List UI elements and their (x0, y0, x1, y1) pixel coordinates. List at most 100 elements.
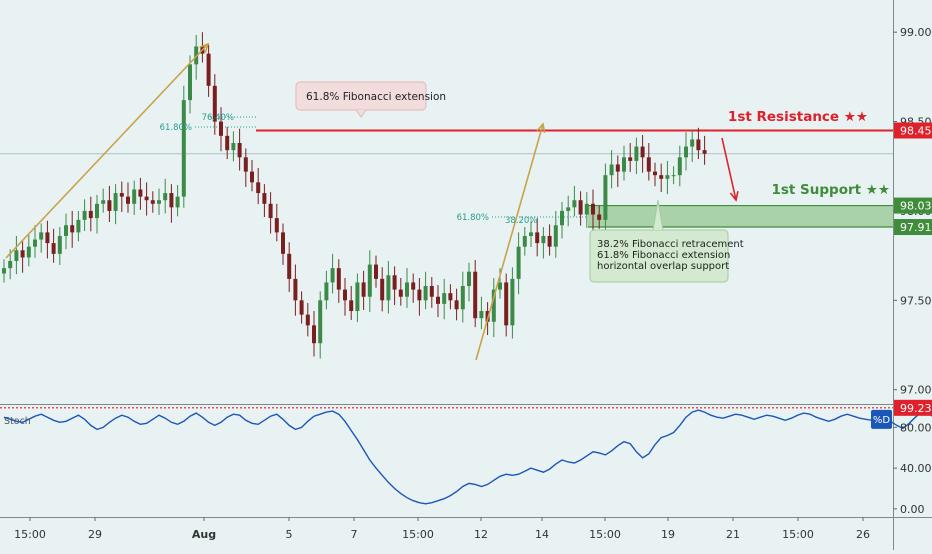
stoch-tick-label: 40.00 (900, 462, 932, 475)
support-note-pointer (652, 199, 664, 231)
candle-body (659, 175, 664, 179)
candle-body (361, 282, 366, 297)
candle-body (665, 175, 670, 179)
candle-body (467, 271, 471, 287)
stoch-tick-label: 0.00 (900, 503, 925, 516)
candle-body (243, 157, 248, 172)
candle-body (696, 139, 701, 151)
time-tick-label: 26 (856, 528, 870, 541)
candle-body (281, 232, 285, 254)
candle-body (640, 146, 645, 158)
time-tick-label: 5 (286, 528, 293, 541)
candle-body (597, 214, 602, 220)
support-note-line: 61.8% Fibonacci extension (597, 250, 730, 261)
candle-body (64, 225, 68, 236)
rally-arrow (5, 43, 209, 259)
candle-body (138, 189, 143, 197)
price-tick-label: 99.00 (900, 26, 932, 39)
candle-body (250, 171, 254, 183)
candle-body (26, 246, 31, 258)
candle-body (157, 200, 161, 204)
candle-body (591, 203, 595, 215)
fib-618-left-label: 61.80% (160, 123, 192, 133)
candle-body (491, 289, 496, 322)
candle-body (20, 250, 25, 258)
candle-body (330, 268, 335, 283)
candle-body (634, 146, 639, 161)
price-tag-label: 98.03 (900, 200, 932, 213)
candle-body (516, 246, 521, 279)
candle-body (553, 225, 558, 247)
candle-body (510, 278, 515, 326)
time-tick-label: 19 (661, 528, 675, 541)
recovery-arrow (475, 123, 544, 361)
price-tag-label: 97.91 (900, 221, 932, 234)
candle-body (132, 189, 137, 204)
time-tick-label: 14 (535, 528, 549, 541)
candle-body (584, 203, 589, 215)
stoch-value-label: 99.23 (900, 402, 932, 415)
candle-body (367, 264, 372, 297)
candle-body (522, 235, 527, 247)
candle-body (2, 268, 6, 274)
stoch-d-badge (871, 409, 892, 429)
candle-body (219, 121, 223, 136)
candle-body (150, 200, 155, 204)
price-tag (894, 219, 932, 236)
price-tag-label: 98.45 (900, 124, 932, 137)
candle-body (268, 203, 273, 219)
candle-body (479, 311, 484, 319)
stoch-d-label: %D (873, 415, 891, 426)
time-tick-label: 15:00 (402, 528, 434, 541)
time-tick-label: 15:00 (589, 528, 621, 541)
candle-body (107, 200, 112, 211)
candle-body (101, 200, 106, 204)
stoch-value-tag (894, 399, 932, 416)
candle-body (392, 275, 397, 290)
price-tick-label: 97.50 (900, 294, 932, 307)
axes: 97.0097.5098.0098.5099.0098.4598.0397.91… (14, 26, 932, 541)
price-tag (894, 122, 932, 139)
candle-body (566, 207, 571, 211)
support-note-line: 38.2% Fibonacci retracement (597, 239, 744, 250)
candle-body (212, 85, 217, 122)
candle-body (231, 143, 236, 151)
candle-body (312, 325, 316, 344)
support-zone (588, 204, 893, 228)
candle-body (560, 210, 564, 226)
candle-body (671, 175, 676, 177)
fib-note-pointer (355, 109, 367, 118)
candle-body (702, 150, 707, 154)
candle-body (572, 200, 577, 208)
candle-body (188, 64, 192, 101)
candle-body (547, 235, 552, 247)
candle-body (454, 300, 459, 310)
candle-body (386, 275, 391, 301)
support-zone-band (588, 205, 893, 228)
candle-body (436, 296, 440, 304)
candle-body (163, 193, 168, 201)
fib-618-right-label: 61.80% (457, 213, 489, 223)
candle-body (405, 282, 409, 297)
candle-body (355, 282, 360, 312)
candle-body (411, 282, 416, 290)
candle-body (504, 282, 509, 326)
fib-764-label: 76.40% (202, 113, 234, 123)
candle-body (646, 157, 651, 172)
candle-body (293, 278, 298, 301)
candle-body (380, 278, 385, 301)
candle-body (287, 253, 292, 279)
stochastic-pane: Stoch (0, 407, 932, 505)
candle-body (206, 53, 211, 86)
candle-body (417, 289, 422, 301)
candle-body (690, 139, 695, 147)
candle-body (615, 164, 620, 172)
time-tick-label: Aug (192, 528, 216, 541)
stoch-d-line (3, 409, 932, 505)
candle-body (603, 175, 608, 220)
time-tick-label: 29 (88, 528, 102, 541)
candle-body (126, 196, 130, 204)
